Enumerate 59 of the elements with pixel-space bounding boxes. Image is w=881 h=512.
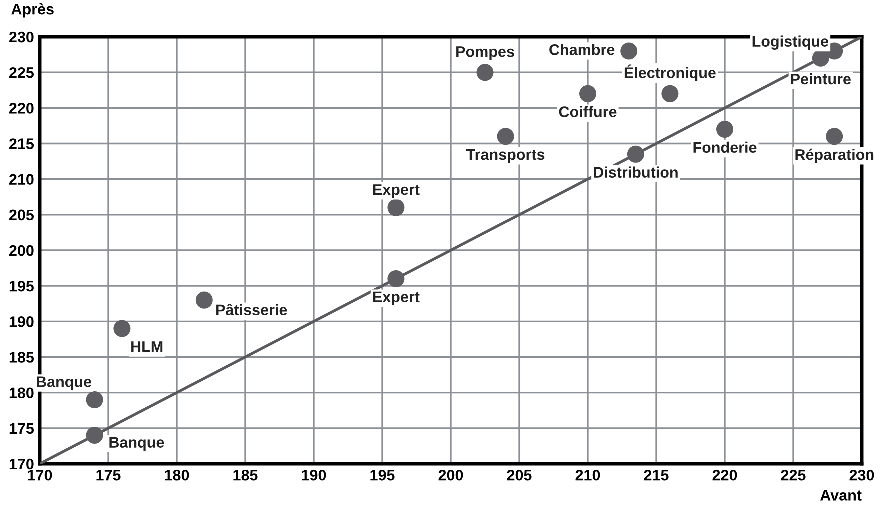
- data-label: Distribution: [594, 166, 678, 178]
- x-axis-title: Avant: [820, 490, 862, 501]
- x-tick-label: 225: [781, 470, 806, 481]
- data-label: Électronique: [624, 64, 716, 82]
- x-tick-label: 200: [438, 470, 464, 481]
- y-tick-label: 210: [9, 174, 34, 186]
- point: [114, 320, 131, 338]
- point: [497, 128, 514, 146]
- data-label: Banque: [110, 437, 164, 451]
- x-tick-label: 205: [507, 470, 532, 481]
- data-label: Banque: [37, 376, 92, 390]
- y-tick-label: 230: [9, 32, 34, 43]
- y-tick-label: 190: [10, 316, 34, 328]
- point: [716, 121, 734, 138]
- y-tick-label: 205: [9, 210, 34, 221]
- data-label: Logistique: [752, 36, 829, 50]
- y-tick-label: 185: [10, 352, 34, 363]
- y-tick-label: 195: [10, 280, 34, 292]
- y-tick-label: 170: [10, 458, 34, 470]
- x-tick-label: 170: [28, 470, 52, 481]
- data-label: Pâtisserie: [216, 304, 288, 316]
- point: [388, 270, 405, 288]
- data-label: Expert: [373, 184, 420, 198]
- point: [627, 146, 644, 163]
- data-label: Pompes: [456, 46, 514, 60]
- x-tick-label: 190: [302, 470, 326, 481]
- data-label: HLM: [132, 342, 163, 352]
- x-tick-label: 195: [370, 470, 395, 481]
- x-tick-label: 230: [850, 470, 874, 481]
- y-tick-label: 220: [9, 103, 34, 114]
- y-tick-label: 200: [9, 245, 34, 256]
- y-axis-title: Après: [12, 3, 54, 18]
- y-tick-label: 225: [9, 67, 34, 78]
- point: [662, 85, 679, 102]
- point: [579, 85, 597, 102]
- point: [826, 128, 844, 146]
- x-tick-label: 185: [234, 470, 258, 481]
- data-label: Chambre: [550, 44, 615, 56]
- point: [86, 391, 104, 408]
- point: [620, 42, 638, 60]
- data-label: Réparation: [796, 148, 874, 164]
- data-label: Transports: [466, 150, 545, 164]
- point: [86, 427, 104, 444]
- y-tick-label: 175: [10, 423, 34, 434]
- point: [476, 64, 494, 82]
- x-tick-label: 180: [165, 470, 190, 481]
- x-tick-label: 215: [644, 470, 669, 481]
- y-tick-label: 215: [9, 138, 34, 150]
- x-tick-label: 175: [96, 470, 121, 481]
- x-tick-label: 210: [576, 470, 600, 481]
- y-tick-label: 180: [10, 388, 34, 399]
- x-tick-label: 220: [712, 470, 738, 481]
- point: [388, 199, 405, 216]
- data-label: Coiffure: [559, 106, 617, 118]
- data-label: Expert: [373, 292, 420, 306]
- data-label: Fonderie: [694, 142, 757, 154]
- point: [196, 292, 213, 309]
- data-label: Peinture: [791, 73, 851, 85]
- point: [812, 50, 830, 67]
